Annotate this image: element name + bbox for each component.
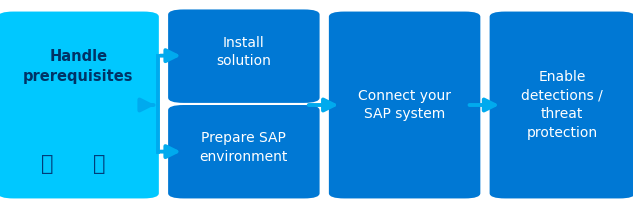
Text: Prepare SAP
environment: Prepare SAP environment <box>199 131 288 164</box>
FancyBboxPatch shape <box>168 105 320 198</box>
FancyBboxPatch shape <box>329 12 480 198</box>
Text: Install
solution: Install solution <box>216 36 272 68</box>
FancyBboxPatch shape <box>0 12 159 198</box>
Text: Handle
prerequisites: Handle prerequisites <box>23 49 134 84</box>
Text: 🗄: 🗄 <box>92 154 105 174</box>
FancyBboxPatch shape <box>168 9 320 103</box>
Text: 🛡: 🛡 <box>41 154 54 174</box>
Text: Enable
detections /
threat
protection: Enable detections / threat protection <box>522 70 603 140</box>
FancyBboxPatch shape <box>489 12 633 198</box>
Text: Connect your
SAP system: Connect your SAP system <box>358 89 451 121</box>
